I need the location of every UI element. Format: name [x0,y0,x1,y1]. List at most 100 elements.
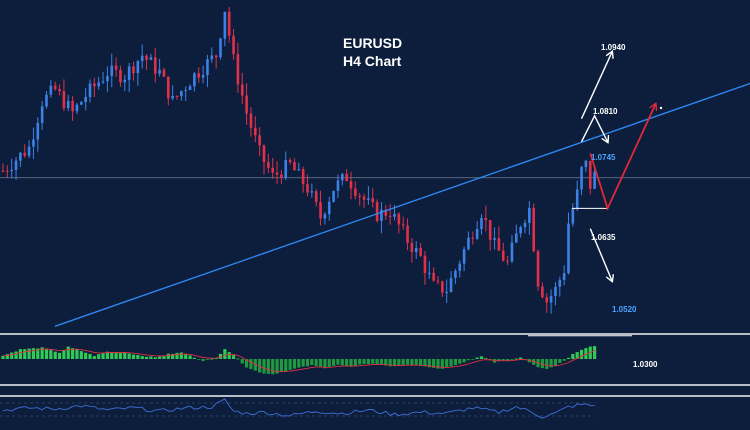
candle-body [562,273,566,280]
histogram-bar [131,354,136,359]
candle-body [66,100,70,109]
candle-body [145,55,148,60]
candle-body [584,160,588,168]
histogram-bar [10,352,14,359]
histogram-bar [566,357,571,359]
chart-title: EURUSD [343,35,402,51]
rsi-pane [0,398,595,419]
candle-body [506,260,509,262]
candle-body [380,209,383,221]
candle-body [393,213,396,217]
candle-body [167,76,170,99]
candle-body [558,279,562,287]
histogram-bar [1,355,5,359]
histogram-bar [57,352,62,359]
candle-body [6,170,9,172]
histogram-bar [379,359,384,365]
candle-body [332,190,335,202]
histogram-bar [514,358,518,360]
histogram-bar [23,349,27,359]
histogram-bar [553,359,558,366]
histogram-bar [401,359,405,365]
candle-body [575,189,579,209]
candle-body [384,209,388,216]
candle-body [180,91,183,97]
histogram-bar [392,359,397,367]
histogram-bar [575,352,579,359]
histogram-bar [301,359,305,367]
red-projection-arrow [589,104,655,211]
candle-body [545,297,549,303]
candle-body [406,225,409,243]
histogram-bar [136,354,140,359]
pane-separator [0,395,750,397]
histogram-bar [40,347,44,359]
candle-body [193,73,196,87]
candle-body [536,251,540,287]
histogram-bar [471,359,475,360]
candle-body [441,281,444,293]
candle-body [149,57,153,60]
oscillator-pane [1,346,597,375]
candle-body [27,146,31,156]
histogram-bar [231,355,236,359]
histogram-bar [18,349,22,359]
candle-body [184,90,187,92]
histogram-bar [384,359,388,366]
histogram-bar [562,359,566,361]
candle-body [471,237,475,239]
candle-body [419,247,422,256]
candle-body [88,83,92,97]
histogram-bar [358,359,362,365]
candle-body [84,96,87,103]
histogram-bar [332,359,336,366]
histogram-bar [223,349,227,359]
candle-body [10,169,13,172]
candle-body [488,220,492,240]
candle-body [275,172,279,175]
histogram-bar [310,359,314,366]
histogram-bar [258,359,262,373]
candle-body [201,75,205,78]
candle-body [58,88,61,92]
candle-body [414,247,418,253]
candle-body [367,198,370,200]
histogram-bar [314,359,318,367]
histogram-bar [62,349,66,359]
histogram-bar [192,357,196,359]
white-projection-arrow [580,114,608,142]
white-projection-arrow [589,228,612,281]
histogram-bar [210,358,214,360]
histogram-bar [227,352,231,359]
histogram-bar [366,359,370,365]
histogram-bar [249,359,253,370]
level-label: 1.0745 [591,153,616,162]
histogram-bar [340,359,344,366]
histogram-bar [419,359,423,366]
candle-body [62,91,66,109]
histogram-bar [240,359,244,364]
candle-body [475,229,479,239]
candle-body [119,69,122,83]
candle-body [271,167,274,173]
candle-body [288,159,292,163]
candle-body [493,238,496,240]
candle-body [554,286,557,296]
candle-body [480,217,483,230]
candle-body [549,295,553,303]
histogram-bar [545,359,549,369]
histogram-bar [571,354,575,359]
candle-body [153,57,157,74]
histogram-bar [127,353,131,359]
histogram-bar [414,359,418,365]
candle-body [214,55,218,58]
candle-body [132,66,135,74]
candle-body [528,207,531,223]
histogram-bar [245,359,249,368]
candle-body [532,207,535,252]
candle-body [254,127,257,136]
candle-body [510,242,514,262]
candle-body [354,188,357,196]
histogram-bar [549,359,553,368]
histogram-bar [66,346,70,359]
